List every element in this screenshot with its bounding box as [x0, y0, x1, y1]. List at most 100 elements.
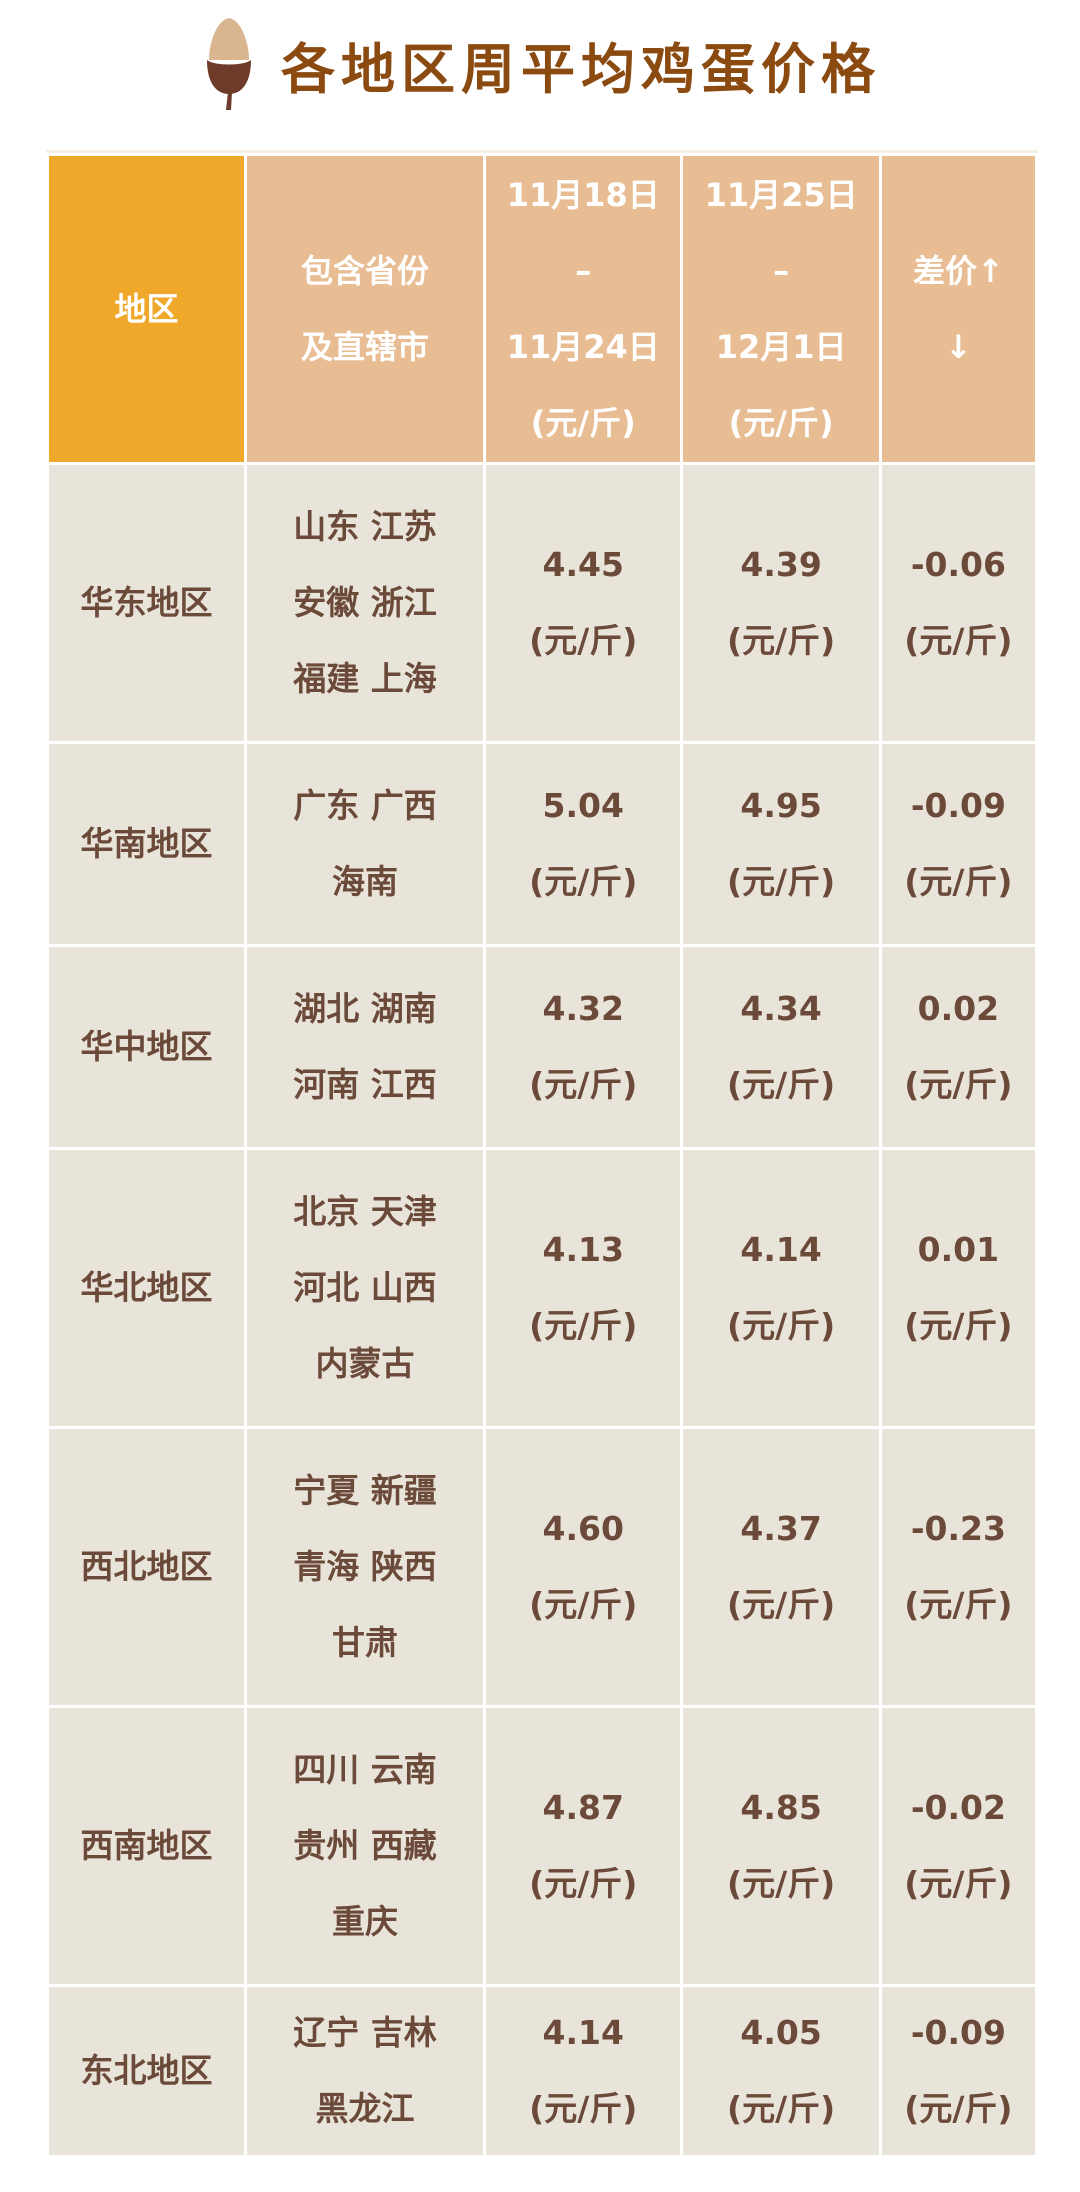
header-curr-week: 11月25日 – 12月1日 (元/斤)	[683, 156, 879, 462]
curr-price-cell-text: (元/斤)	[727, 1306, 836, 1345]
curr-price-cell: 4.95 (元/斤)	[683, 744, 879, 944]
table-row: 华中地区 湖北 湖南 河南 江西 4.32 (元/斤) 4.34 (元/斤) 0.02 (元/斤…	[49, 947, 1035, 1147]
diff-cell-text: (元/斤)	[904, 1065, 1013, 1104]
region-cell: 华北地区	[49, 1150, 244, 1426]
prev-price-cell-text: (元/斤)	[529, 1065, 638, 1104]
provinces-cell-text: 重庆	[332, 1902, 398, 1941]
provinces-cell-text: 湖北 湖南	[293, 989, 437, 1028]
header-line: –	[575, 252, 592, 290]
region-cell: 华南地区	[49, 744, 244, 944]
provinces-cell: 湖北 湖南河南 江西	[246, 947, 484, 1147]
prev-price-cell-text: 4.14	[542, 2013, 624, 2052]
curr-price-cell-text: 4.05	[740, 2013, 822, 2052]
diff-cell-text: (元/斤)	[904, 2089, 1013, 2128]
table-row: 东北地区 辽宁 吉林 黑龙江 4.14 (元/斤) 4.05 (元/斤) -0.09 (元/斤)	[49, 1987, 1035, 2155]
header-provinces: 包含省份 及直辖市	[246, 156, 484, 462]
diff-cell: -0.09 (元/斤)	[881, 1987, 1035, 2155]
provinces-cell-text: 内蒙古	[315, 1344, 415, 1383]
curr-price-cell: 4.14 (元/斤)	[683, 1150, 879, 1426]
header-line: 11月18日	[506, 176, 660, 214]
diff-cell-text: -0.02	[910, 1788, 1006, 1827]
provinces-cell: 广东 广西 海南	[246, 744, 484, 944]
header-prev-week: 11月18日 – 11月24日 (元/斤)	[486, 156, 681, 462]
region-cell-text: 华东地区	[80, 583, 213, 622]
provinces-cell-text: 安徽 浙江	[293, 583, 437, 622]
prev-price-cell-text: (元/斤)	[529, 1306, 638, 1345]
provinces-cell-text: 河南 江西	[293, 1065, 437, 1104]
diff-cell: -0.06 (元/斤)	[881, 465, 1035, 741]
table-row: 西北地区 宁夏 新疆 青海 陕西 甘肃 4.60 (元/斤) 4.37 (元/斤) -0.23(…	[49, 1429, 1035, 1705]
region-cell: 华中地区	[49, 947, 244, 1147]
curr-price-cell-text: (元/斤)	[727, 1864, 836, 1903]
table-row: 西南地区 四川 云南 贵州 西藏 重庆 4.87 (元/斤) 4.85 (元/斤) -0.02(…	[49, 1708, 1035, 1984]
diff-cell-text: (元/斤)	[904, 862, 1013, 901]
provinces-cell: 四川 云南贵州 西藏重庆	[246, 1708, 484, 1984]
prev-price-cell: 4.87 (元/斤)	[486, 1708, 681, 1984]
provinces-cell-text: 宁夏 新疆	[293, 1471, 437, 1510]
provinces-cell-text: 北京 天津	[293, 1192, 437, 1231]
diff-cell: -0.09 (元/斤)	[881, 744, 1035, 944]
curr-price-cell-text: 4.85	[740, 1788, 822, 1827]
header-line: (元/斤)	[530, 404, 636, 442]
provinces-cell-text: 河北 山西	[293, 1268, 437, 1307]
diff-cell-text: -0.09	[910, 786, 1006, 825]
provinces-cell-text: 贵州 西藏	[293, 1826, 437, 1865]
prev-price-cell: 5.04 (元/斤)	[486, 744, 681, 944]
region-cell: 东北地区	[49, 1987, 244, 2155]
diff-cell-text: -0.23	[910, 1509, 1006, 1548]
prev-price-cell-text: (元/斤)	[529, 1864, 638, 1903]
header-line: 11月25日	[704, 176, 858, 214]
diff-cell: -0.23 (元/斤)	[881, 1429, 1035, 1705]
provinces-cell-text: 福建 上海	[293, 659, 437, 698]
prev-price-cell-text: 5.04	[542, 786, 624, 825]
egg-price-table: 地区 包含省份 及直辖市 11月18日 – 11月24日 (元/斤) 11月25日 – 12月1日…	[46, 150, 1038, 2158]
prev-price-cell-text: 4.87	[542, 1788, 624, 1827]
header-line: 差价↑	[912, 252, 1004, 290]
diff-cell: -0.02 (元/斤)	[881, 1708, 1035, 1984]
provinces-cell: 山东 江苏安徽 浙江福建 上海	[246, 465, 484, 741]
header-line: 及直辖市	[301, 328, 430, 366]
curr-price-cell-text: 4.95	[740, 786, 822, 825]
prev-price-cell-text: (元/斤)	[529, 862, 638, 901]
prev-price-cell-text: 4.32	[542, 989, 624, 1028]
diff-cell: 0.02 (元/斤)	[881, 947, 1035, 1147]
curr-price-cell-text: (元/斤)	[727, 621, 836, 660]
diff-cell-text: 0.02	[917, 989, 1000, 1028]
region-cell-text: 华南地区	[80, 824, 213, 863]
curr-price-cell: 4.34 (元/斤)	[683, 947, 879, 1147]
region-cell: 西南地区	[49, 1708, 244, 1984]
table-row: 华北地区 北京 天津河北 山西内蒙古 4.13 (元/斤) 4.14 (元/斤) 0.01 (…	[49, 1150, 1035, 1426]
curr-price-cell: 4.37 (元/斤)	[683, 1429, 879, 1705]
prev-price-cell-text: 4.13	[542, 1230, 624, 1269]
header-region: 地区	[49, 156, 244, 462]
title-bar: 各地区周平均鸡蛋价格	[0, 14, 1080, 114]
prev-price-cell: 4.14 (元/斤)	[486, 1987, 681, 2155]
region-cell: 华东地区	[49, 465, 244, 741]
header-row: 地区 包含省份 及直辖市 11月18日 – 11月24日 (元/斤) 11月25日 – 12月1日…	[49, 156, 1035, 462]
header-diff: 差价↑ ↓	[881, 156, 1035, 462]
table-row: 华南地区 广东 广西 海南 5.04 (元/斤) 4.95 (元/斤) -0.09 (元/斤)	[49, 744, 1035, 944]
header-line: 11月24日	[506, 328, 660, 366]
diff-cell-text: (元/斤)	[904, 1585, 1013, 1624]
region-cell-text: 东北地区	[80, 2051, 213, 2090]
provinces-cell-text: 四川 云南	[293, 1750, 437, 1789]
diff-cell-text: (元/斤)	[904, 1864, 1013, 1903]
provinces-cell-text: 青海 陕西	[293, 1547, 437, 1586]
diff-cell-text: 0.01	[917, 1230, 1000, 1269]
provinces-cell: 宁夏 新疆 青海 陕西 甘肃	[246, 1429, 484, 1705]
diff-cell-text: (元/斤)	[904, 1306, 1013, 1345]
curr-price-cell-text: (元/斤)	[727, 862, 836, 901]
header-line: ↓	[944, 328, 972, 366]
provinces-cell-text: 山东 江苏	[293, 507, 437, 546]
region-cell: 西北地区	[49, 1429, 244, 1705]
curr-price-cell-text: (元/斤)	[727, 1065, 836, 1104]
diff-cell-text: -0.09	[910, 2013, 1006, 2052]
curr-price-cell-text: 4.37	[740, 1509, 822, 1548]
curr-price-cell-text: 4.14	[740, 1230, 822, 1269]
region-cell-text: 华中地区	[80, 1027, 213, 1066]
prev-price-cell-text: (元/斤)	[529, 1585, 638, 1624]
diff-cell-text: -0.06	[910, 545, 1006, 584]
provinces-cell-text: 黑龙江	[315, 2089, 415, 2128]
page-title: 各地区周平均鸡蛋价格	[281, 37, 881, 101]
region-cell-text: 华北地区	[80, 1268, 213, 1307]
